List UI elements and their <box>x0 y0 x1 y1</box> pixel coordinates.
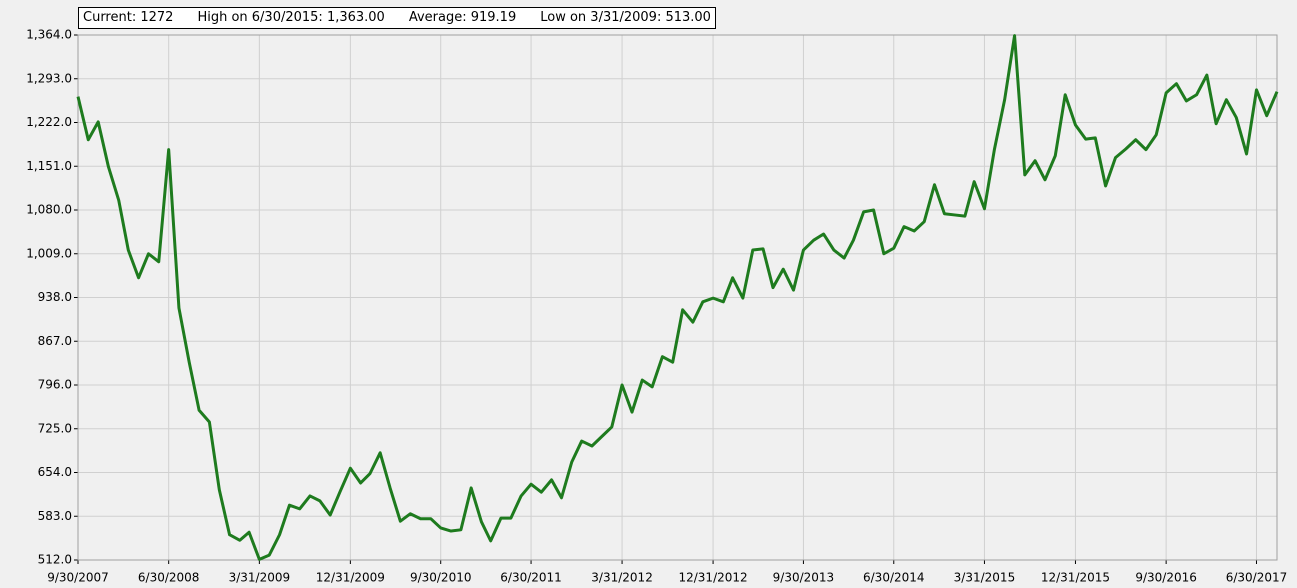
x-tick-label: 12/31/2009 <box>316 571 385 585</box>
y-tick-label: 1,222.0 <box>26 115 72 129</box>
y-tick-label: 512.0 <box>38 553 72 567</box>
y-tick-label: 1,080.0 <box>26 203 72 217</box>
x-tick-label: 6/30/2011 <box>500 571 562 585</box>
summary-item: High on 6/30/2015: 1,363.00 <box>197 10 385 25</box>
y-tick-label: 583.0 <box>38 509 72 523</box>
x-tick-label: 3/31/2012 <box>591 571 653 585</box>
y-tick-label: 1,009.0 <box>26 246 72 260</box>
x-tick-label: 6/30/2008 <box>138 571 200 585</box>
x-tick-label: 9/30/2007 <box>47 571 109 585</box>
y-tick-label: 1,293.0 <box>26 71 72 85</box>
y-tick-label: 1,151.0 <box>26 159 72 173</box>
x-tick-label: 6/30/2014 <box>863 571 925 585</box>
y-tick-label: 938.0 <box>38 290 72 304</box>
plot-area <box>77 34 1278 561</box>
y-tick-label: 796.0 <box>38 378 72 392</box>
summary-item: Low on 3/31/2009: 513.00 <box>540 10 711 25</box>
y-tick-label: 867.0 <box>38 334 72 348</box>
x-tick-label: 6/30/2017 <box>1226 571 1288 585</box>
x-tick-label: 9/30/2013 <box>773 571 835 585</box>
x-tick-label: 9/30/2016 <box>1135 571 1197 585</box>
y-tick-label: 725.0 <box>38 421 72 435</box>
y-tick-label: 1,364.0 <box>26 28 72 42</box>
x-tick-label: 12/31/2012 <box>678 571 747 585</box>
summary-box: Current: 1272 High on 6/30/2015: 1,363.00… <box>78 7 716 29</box>
x-tick-label: 3/31/2009 <box>229 571 291 585</box>
summary-item: Average: 919.19 <box>408 10 517 25</box>
y-tick-label: 654.0 <box>38 465 72 479</box>
x-tick-label: 3/31/2015 <box>954 571 1016 585</box>
data-line <box>76 34 1279 561</box>
x-tick-label: 12/31/2015 <box>1041 571 1110 585</box>
x-tick-label: 9/30/2010 <box>410 571 472 585</box>
summary-item: Current: 1272 <box>83 10 174 25</box>
